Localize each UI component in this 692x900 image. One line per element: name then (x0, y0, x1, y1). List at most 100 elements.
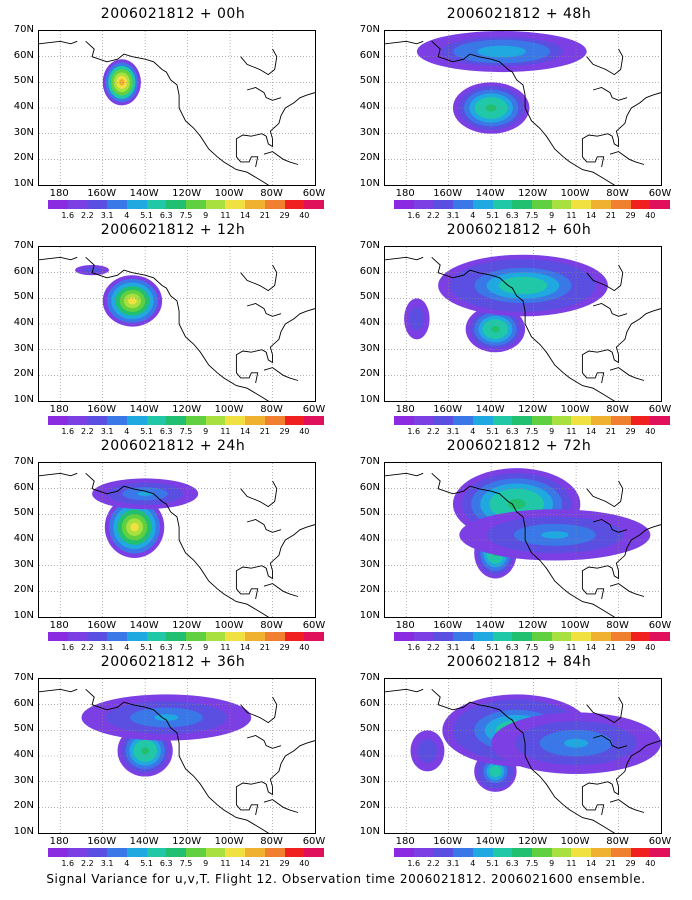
colorbar-label: 4 (124, 427, 130, 436)
colorbar-swatch (186, 632, 206, 641)
y-tick-label: 50N (359, 723, 380, 735)
x-tick-label: 80W (606, 188, 629, 199)
coastline (240, 48, 278, 76)
coastline (581, 524, 661, 580)
colorbar-swatch (492, 632, 513, 641)
colorbar-swatch (571, 200, 592, 209)
colorbar-swatch (87, 848, 108, 857)
map-panel: 2006021812 + 84h 70N 60N 50N 40N 30N 20N 10N 180… (346, 648, 692, 868)
colorbar-swatch (394, 848, 414, 857)
colorbar-label: 14 (586, 211, 597, 220)
map-area (38, 678, 316, 834)
coastline (385, 40, 424, 45)
coastline (235, 362, 259, 384)
map-svg (39, 463, 315, 617)
map-panel: 2006021812 + 60h 70N 60N 50N 40N 30N 20N 10N 180… (346, 216, 692, 436)
y-tick-label: 20N (359, 152, 380, 164)
colorbar-swatch (67, 848, 88, 857)
coastline (240, 696, 278, 724)
colorbar-label: 7.5 (525, 859, 539, 868)
colorbar-swatch (492, 848, 513, 857)
colorbar-label: 4 (470, 211, 476, 220)
colorbar (394, 632, 671, 641)
colorbar-label: 14 (240, 643, 251, 652)
colorbar-swatch (453, 416, 473, 425)
coastline (85, 472, 270, 617)
x-tick-label: 140W (129, 404, 159, 415)
variance-blob (410, 730, 445, 772)
x-tick-label: 120W (172, 836, 202, 847)
coastline (235, 92, 315, 148)
colorbar-swatch (166, 200, 187, 209)
colorbar-label: 4 (124, 859, 130, 868)
y-tick-label: 30N (13, 342, 34, 354)
colorbar-label: 4 (470, 643, 476, 652)
map-area (384, 246, 662, 402)
colorbar-swatch (472, 848, 493, 857)
colorbar-swatch (284, 200, 305, 209)
coastline (263, 799, 299, 813)
colorbar-label: 9 (549, 859, 555, 868)
coastline (39, 256, 78, 261)
y-tick-label: 20N (13, 800, 34, 812)
colorbar-swatch (67, 416, 88, 425)
coastline (581, 146, 605, 168)
colorbar-swatch (146, 848, 167, 857)
colorbar-swatch (512, 416, 533, 425)
map-svg (385, 31, 661, 185)
colorbar-swatch (433, 416, 454, 425)
colorbar-swatch (87, 200, 108, 209)
colorbar-label: 11 (566, 859, 577, 868)
colorbar-swatch (610, 416, 631, 425)
colorbar-swatch (630, 848, 651, 857)
map-svg (385, 679, 661, 833)
colorbar-label: 11 (566, 427, 577, 436)
y-tick-label: 60N (13, 481, 34, 493)
colorbar-swatch (650, 632, 671, 641)
colorbar-swatch (284, 416, 305, 425)
colorbar-label: 21 (259, 211, 270, 220)
colorbar-label: 7.5 (179, 859, 193, 868)
colorbar-label: 3.1 (100, 427, 114, 436)
colorbar-swatch (48, 416, 68, 425)
x-tick-label: 160W (433, 404, 463, 415)
colorbar-swatch (472, 632, 493, 641)
colorbar-swatch (245, 416, 265, 425)
coastline (586, 48, 624, 76)
colorbar-label: 1.6 (61, 643, 75, 652)
panel-title: 2006021812 + 36h (100, 654, 246, 670)
variance-blob (452, 82, 530, 134)
x-tick-label: 140W (129, 836, 159, 847)
coastline (581, 362, 605, 384)
variance-blob (459, 509, 651, 561)
colorbar-swatch (591, 848, 611, 857)
x-tick-label: 120W (518, 188, 548, 199)
contour-level (141, 747, 150, 755)
map-svg (385, 463, 661, 617)
y-tick-label: 70N (359, 240, 380, 251)
colorbar-swatch (166, 848, 187, 857)
colorbar-swatch (146, 416, 167, 425)
y-tick-label: 40N (359, 101, 380, 112)
colorbar-label: 21 (605, 427, 616, 436)
x-tick-label: 60W (302, 404, 326, 415)
colorbar-swatch (225, 632, 246, 641)
map-panel: 2006021812 + 24h 70N 60N 50N 40N 30N 20N 10N 180… (0, 432, 346, 652)
colorbar-label: 5.1 (486, 427, 499, 436)
x-tick-label: 120W (518, 620, 548, 631)
variance-blob (465, 306, 526, 353)
colorbar-swatch (551, 200, 572, 209)
colorbar-label: 5.1 (140, 643, 153, 652)
x-tick-label: 100W (560, 404, 590, 415)
x-tick-label: 80W (260, 404, 283, 415)
coastline (581, 308, 661, 364)
colorbar-swatch (186, 848, 206, 857)
colorbar-label: 40 (645, 211, 656, 220)
x-tick-label: 100W (214, 836, 244, 847)
colorbar-label: 11 (220, 859, 231, 868)
y-tick-label: 50N (13, 75, 34, 87)
colorbar-swatch (571, 632, 592, 641)
colorbar-label: 4 (470, 859, 476, 868)
colorbar-label: 9 (549, 643, 555, 652)
x-tick-label: 120W (518, 404, 548, 415)
